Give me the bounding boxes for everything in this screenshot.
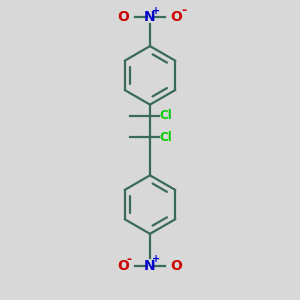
Text: O: O bbox=[170, 259, 182, 272]
Text: +: + bbox=[152, 5, 160, 16]
Text: O: O bbox=[118, 10, 130, 24]
Text: O: O bbox=[118, 259, 130, 272]
Text: -: - bbox=[126, 253, 131, 266]
Text: N: N bbox=[144, 10, 156, 24]
Text: -: - bbox=[181, 4, 186, 17]
Text: +: + bbox=[152, 254, 160, 264]
Text: Cl: Cl bbox=[160, 109, 172, 122]
Text: N: N bbox=[144, 259, 156, 272]
Text: Cl: Cl bbox=[160, 131, 172, 144]
Text: O: O bbox=[170, 10, 182, 24]
